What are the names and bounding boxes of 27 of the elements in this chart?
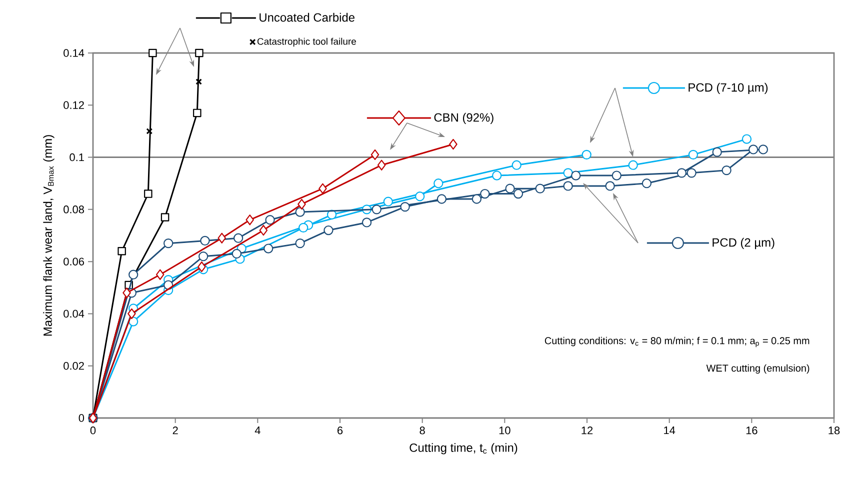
x-tick-label: 16: [746, 426, 758, 434]
x-tick-label: 2: [172, 426, 178, 434]
y-tick-label: 0.02: [64, 362, 84, 370]
x-tick-label: 8: [420, 426, 425, 434]
legend-label: Uncoated Carbide: [260, 12, 354, 22]
annotation: WET cutting (emulsion): [706, 364, 810, 374]
y-tick-label: 0: [78, 414, 84, 422]
legend-label: PCD (7-10 µm): [688, 82, 768, 94]
y-tick-label: 0.14: [64, 49, 84, 57]
y-tick-label: 0.04: [64, 310, 84, 318]
x-tick-label: 12: [582, 426, 593, 434]
x-tick-label: 0: [90, 426, 96, 434]
x-tick-label: 18: [828, 426, 840, 434]
x-tick-label: 6: [338, 426, 343, 434]
y-tick-label: 0.1: [70, 153, 84, 162]
x-axis-title: Cutting time, t$_{c}$ (min): [410, 443, 518, 454]
legend-label: CBN (92%): [434, 112, 494, 124]
y-tick-label: 0.06: [64, 258, 84, 266]
y-tick-label: 0.12: [64, 101, 84, 110]
x-tick-label: 14: [664, 426, 676, 434]
x-tick-label: 4: [254, 426, 260, 434]
y-axis-title: Maximum flank wear land, V$_{Bmax}$ (mm): [43, 135, 54, 336]
annotation: Cutting conditions: v$_{c}$ = 80 m/min; f = 0.1 mm; a$_{p}$ = 0.25 mm: [544, 336, 810, 348]
x-tick-label: 10: [499, 426, 510, 434]
y-tick-label: 0.08: [64, 206, 84, 214]
legend-label: PCD (2 µm): [712, 238, 774, 250]
legend-label: Catastrophic tool failure: [257, 38, 356, 47]
